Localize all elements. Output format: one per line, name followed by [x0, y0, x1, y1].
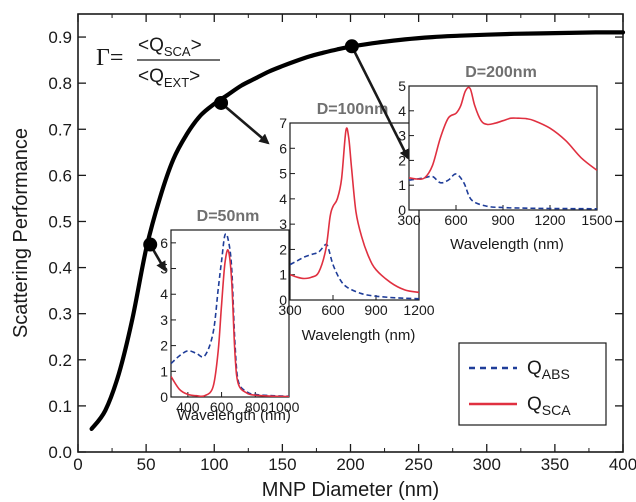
y-axis-label: Scattering Performance: [10, 128, 32, 338]
inset-y-tick-label: 4: [398, 103, 406, 119]
inset-y-tick-label: 1: [160, 363, 168, 379]
diameter-marker: [344, 39, 359, 54]
inset-x-tick-label: 1500: [581, 212, 612, 228]
diameter-marker: [214, 95, 229, 110]
y-tick-label: 0.0: [48, 443, 72, 462]
inset-x-axis-label: Wavelength (nm): [302, 327, 416, 344]
inset-x-tick-label: 600: [210, 399, 234, 415]
inset-y-tick-label: 4: [160, 286, 168, 302]
inset-y-tick-label: 4: [279, 191, 287, 207]
inset-x-tick-label: 900: [491, 212, 515, 228]
inset-qsca-line: [171, 249, 289, 397]
inset-y-tick-label: 0: [398, 202, 406, 218]
inset-plot-frame: [408, 85, 598, 211]
inset-d200: 300 600 900 1200 1500 0 1 2 3 4 5 Wavelength (nm) D=…: [397, 64, 612, 253]
inset-y-tick-label: 3: [398, 128, 406, 144]
gamma-formula: Γ= <QSCA><QEXT>: [96, 35, 220, 90]
inset-title: D=200nm: [465, 64, 537, 81]
y-tick-label: 0.8: [48, 74, 72, 93]
inset-x-tick-label: 600: [321, 302, 345, 318]
y-tick-label: 0.2: [48, 351, 72, 370]
x-tick-label: 0: [73, 455, 82, 474]
y-tick-label: 0.9: [48, 28, 72, 47]
inset-y-tick-label: 7: [279, 115, 287, 131]
x-tick-label: 300: [473, 455, 501, 474]
inset-y-tick-label: 6: [160, 235, 168, 251]
x-tick-label: 100: [200, 455, 228, 474]
legend-label-q: Q: [527, 358, 542, 379]
x-tick-label: 250: [404, 455, 432, 474]
y-tick-label: 0.6: [48, 166, 72, 185]
y-tick-label: 0.3: [48, 305, 72, 324]
inset-x-tick-label: 1200: [534, 212, 565, 228]
inset-title: D=50nm: [197, 208, 260, 225]
legend-label-q: Q: [527, 394, 542, 415]
formula-den-sub: EXT: [164, 75, 189, 90]
formula-denominator: <QEXT>: [138, 66, 200, 90]
main-chart: 0 50 100 150 200 250 300 350 4000.00.10.20.30.40…: [10, 13, 636, 501]
inset-plot-frame: [289, 122, 420, 301]
inset-qabs-line: [290, 243, 419, 300]
legend-label-sub: ABS: [542, 366, 570, 382]
main-series-line: [89, 30, 626, 431]
formula-num-q: <Q: [138, 35, 164, 56]
x-tick-label: 150: [268, 455, 296, 474]
formula-num-sub: SCA: [164, 44, 191, 59]
inset-x-tick-label: 300: [397, 212, 421, 228]
inset-x-tick-label: 600: [444, 212, 468, 228]
inset-y-tick-label: 1: [279, 267, 287, 283]
formula-numerator: <QSCA>: [138, 35, 202, 59]
inset-y-tick-label: 5: [279, 166, 287, 182]
diameter-marker: [143, 237, 158, 252]
y-tick-label: 0.4: [48, 259, 72, 278]
inset-x-tick-label: 900: [364, 302, 388, 318]
inset-y-tick-label: 3: [279, 216, 287, 232]
pointer-arrow: [220, 101, 270, 145]
inset-y-tick-label: 0: [160, 389, 168, 405]
inset-d100: 300 600 900 1200 0 1 2 3 4 5 6 7 Wavelength (nm) D=10…: [278, 101, 434, 344]
inset-y-tick-label: 3: [160, 312, 168, 328]
x-axis-label: MNP Diameter (nm): [262, 479, 439, 501]
inset-charts: 40060080010000123456Wavelength (nm)D=50n…: [160, 64, 613, 424]
x-tick-label: 200: [336, 455, 364, 474]
inset-y-tick-label: 1: [398, 177, 406, 193]
inset-x-tick-label: 8001000: [245, 399, 300, 415]
formula-den-q: <Q: [138, 66, 164, 87]
inset-title: D=100nm: [317, 101, 389, 118]
formula-num-close: >: [191, 35, 202, 56]
inset-y-tick-label: 5: [398, 78, 406, 94]
x-tick-label: 400: [609, 455, 636, 474]
legend-label: QSCA: [527, 394, 571, 418]
inset-y-tick-label: 2: [160, 338, 168, 354]
legend-label: QABS: [527, 358, 570, 382]
inset-x-tick-label: 400: [176, 399, 200, 415]
y-tick-label: 0.1: [48, 397, 72, 416]
inset-x-axis-label: Wavelength (nm): [450, 236, 564, 253]
inset-qsca-line: [290, 127, 419, 294]
inset-x-tick-label: 300: [278, 302, 302, 318]
inset-qabs-line: [171, 232, 289, 397]
inset-y-tick-label: 6: [279, 140, 287, 156]
formula-den-close: >: [189, 66, 200, 87]
inset-y-tick-label: 2: [398, 152, 406, 168]
gamma-symbol: Γ=: [96, 45, 123, 71]
inset-d50: 40060080010000123456Wavelength (nm)D=50n…: [160, 208, 299, 424]
inset-x-tick-label: 1200: [403, 302, 434, 318]
inset-qsca-line: [409, 86, 597, 181]
inset-y-tick-label: 0: [279, 292, 287, 308]
y-tick-label: 0.5: [48, 212, 72, 231]
legend-box: [458, 342, 607, 426]
x-tick-label: 350: [541, 455, 569, 474]
y-tick-label: 0.7: [48, 120, 72, 139]
x-tick-label: 50: [137, 455, 156, 474]
pointer-arrow: [350, 45, 410, 160]
inset-x-axis-label: Wavelength (nm): [177, 407, 291, 424]
legend-label-sub: SCA: [542, 402, 571, 418]
inset-y-tick-label: 2: [279, 241, 287, 257]
